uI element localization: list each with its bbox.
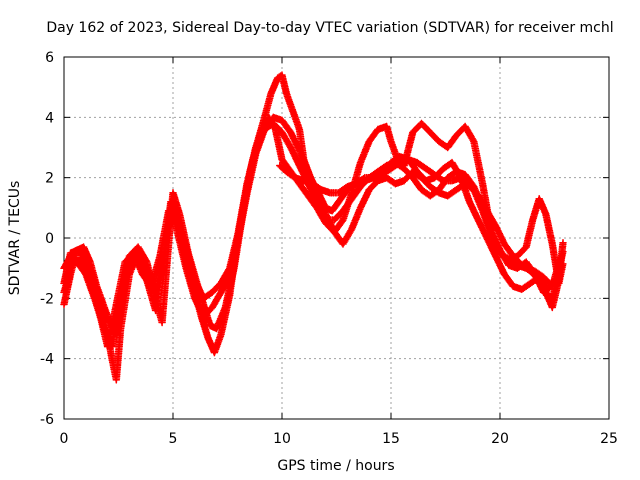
series-trace-d [60, 119, 565, 351]
chart-title: Day 162 of 2023, Sidereal Day-to-day VTE… [46, 20, 613, 36]
series-trace-e [276, 155, 567, 294]
x-tick-label: 20 [491, 431, 509, 447]
y-tick-label: 0 [45, 231, 54, 247]
x-tick-label: 0 [60, 431, 69, 447]
x-tick-label: 10 [273, 431, 291, 447]
y-tick-label: -4 [40, 352, 54, 368]
y-tick-label: -6 [40, 412, 54, 428]
data-series [60, 71, 567, 384]
x-tick-label: 25 [600, 431, 618, 447]
y-tick-label: -2 [40, 291, 54, 307]
axis-ticks: 0 5 10 15 20 25 -6 -4 -2 0 2 4 6 [40, 50, 618, 447]
y-tick-label: 4 [45, 110, 54, 126]
y-tick-label: 2 [45, 171, 54, 187]
y-axis-label: SDTVAR / TECUs [7, 181, 23, 296]
x-tick-label: 15 [382, 431, 400, 447]
y-tick-label: 6 [45, 50, 54, 66]
x-axis-label: GPS time / hours [277, 458, 394, 474]
x-tick-label: 5 [169, 431, 178, 447]
